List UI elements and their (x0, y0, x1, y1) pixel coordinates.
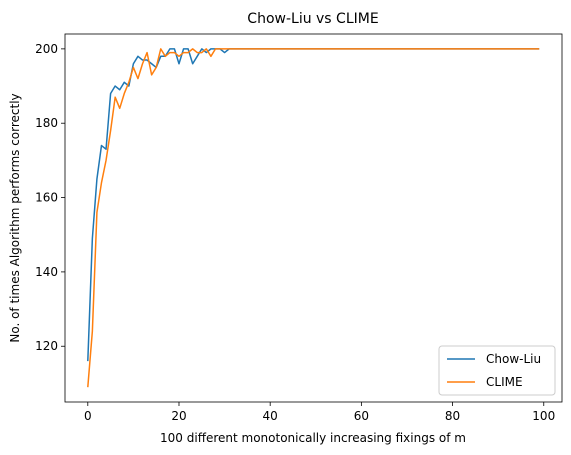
x-tick-label: 20 (171, 409, 186, 423)
x-tick-label: 60 (354, 409, 369, 423)
plot-frame (64, 33, 563, 403)
series-line-clime (87, 48, 540, 388)
y-tick-label: 120 (35, 339, 58, 353)
series-layer (87, 48, 540, 388)
y-axis-label: No. of times Algorithm performs correctl… (8, 93, 22, 342)
chart-title: Chow-Liu vs CLIME (247, 11, 378, 27)
x-tick-label: 0 (84, 409, 92, 423)
series-line-chow-liu (87, 48, 540, 362)
y-tick-label: 160 (35, 191, 58, 205)
y-tick-label: 180 (35, 116, 58, 130)
x-tick-label: 80 (445, 409, 460, 423)
plot-area (65, 34, 562, 402)
y-axis: 120 140 160 180 200 (35, 42, 65, 353)
y-tick-label: 140 (35, 265, 58, 279)
legend: Chow-Liu CLIME (438, 345, 556, 396)
x-axis-label: 100 different monotonically increasing f… (160, 431, 466, 445)
x-tick-label: 40 (263, 409, 278, 423)
y-tick-label: 200 (35, 42, 58, 56)
legend-label-clime: CLIME (486, 375, 523, 389)
x-tick-label: 100 (532, 409, 555, 423)
legend-label-chow-liu: Chow-Liu (486, 352, 541, 366)
x-axis: 0 20 40 60 80 100 (84, 402, 555, 423)
